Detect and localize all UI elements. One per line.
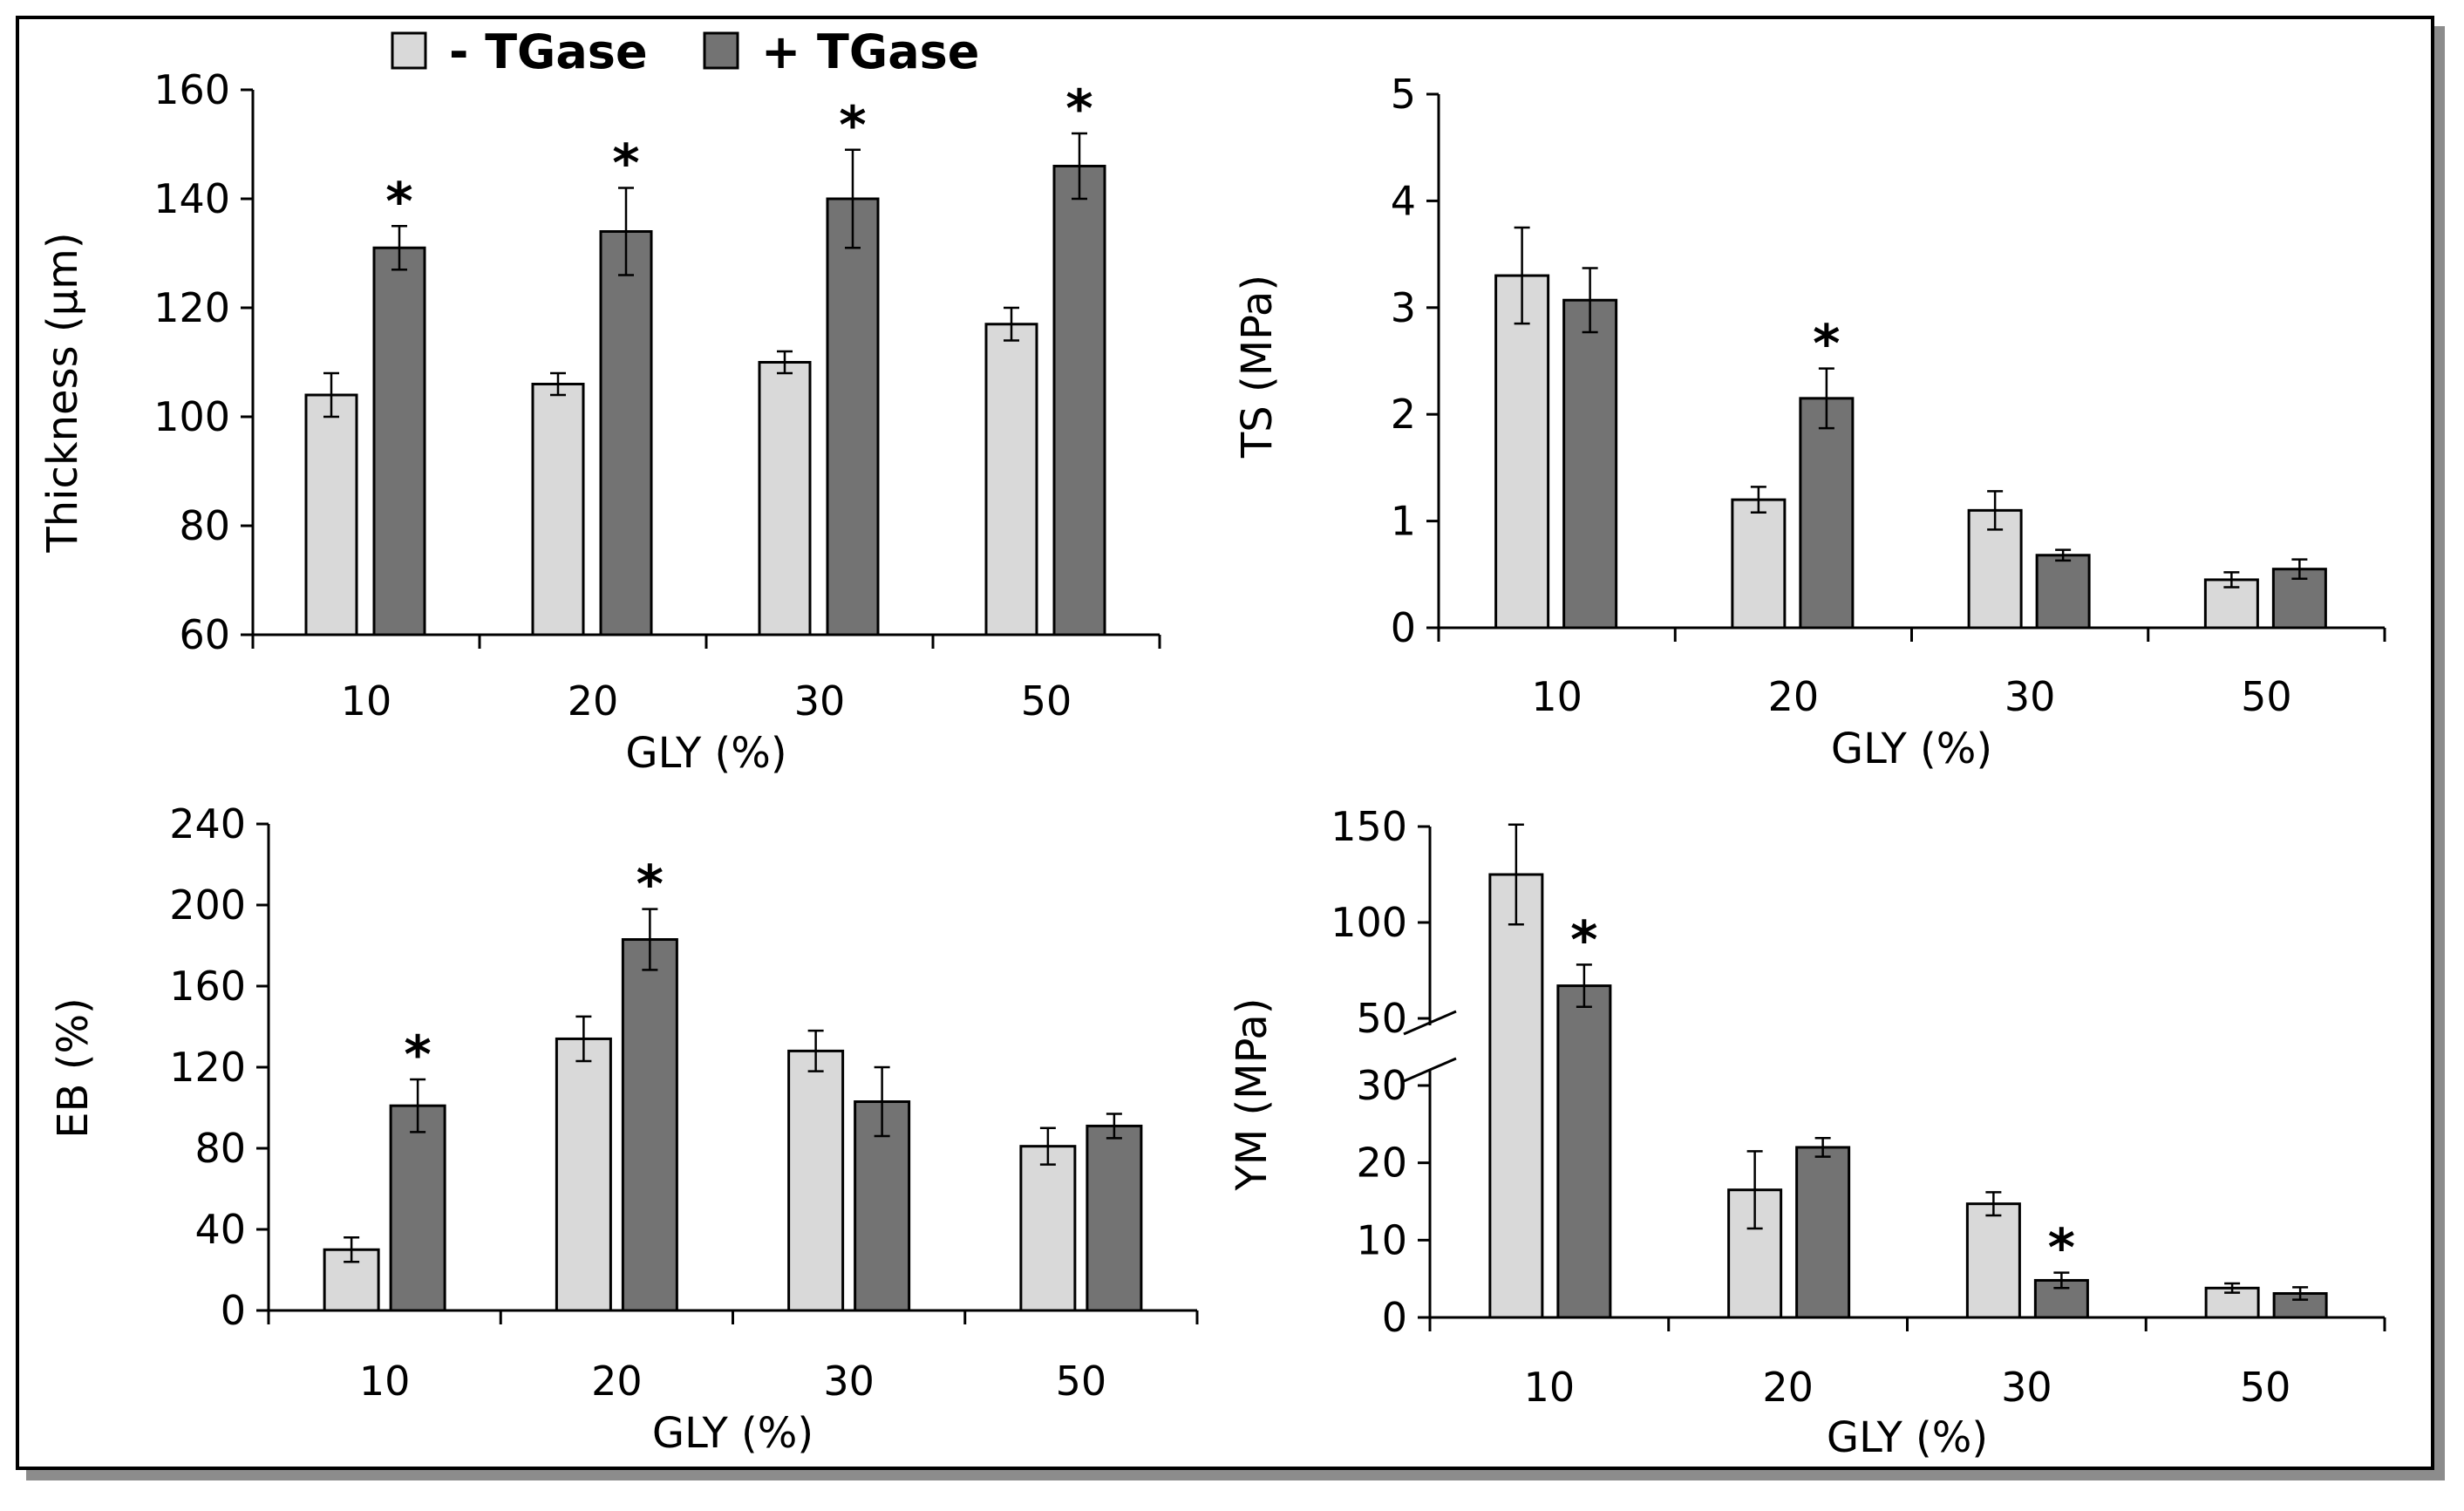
legend-swatch-minus-tgase — [391, 31, 427, 70]
y-tick-label: 80 — [194, 1125, 246, 1172]
bar-minus-tgase — [1488, 873, 1544, 1319]
bar-plus-tgase — [389, 1104, 446, 1312]
y-tick-label: 50 — [1356, 995, 1407, 1042]
bar-minus-tgase — [1494, 274, 1550, 630]
bar-minus-tgase — [758, 361, 812, 636]
bar-plus-tgase — [621, 938, 678, 1312]
bar-plus-tgase — [826, 197, 880, 636]
y-tick-label: 5 — [1391, 71, 1416, 118]
bar-plus-tgase — [1562, 298, 1618, 630]
y-tick-label: 80 — [179, 502, 230, 549]
x-axis-title: GLY (%) — [1831, 725, 1992, 773]
y-tick-label: 150 — [1331, 803, 1407, 850]
y-tick-label: 200 — [169, 881, 246, 929]
x-tick-label: 10 — [1524, 1364, 1576, 1411]
y-tick-label: 160 — [169, 963, 246, 1010]
y-tick-label: 120 — [153, 284, 230, 331]
bar-minus-tgase — [787, 1049, 845, 1312]
x-tick-label: 30 — [2005, 673, 2056, 720]
y-tick-label: 0 — [1382, 1294, 1407, 1341]
x-tick-label: 20 — [1762, 1364, 1814, 1411]
legend-label-minus-tgase: - TGase — [449, 24, 648, 79]
x-tick-label: 30 — [794, 677, 846, 725]
y-tick-label: 60 — [179, 611, 230, 658]
x-tick-label: 20 — [568, 677, 619, 725]
legend-label-plus-tgase: + TGase — [761, 24, 979, 79]
y-tick-label: 100 — [153, 393, 230, 440]
significance-marker: * — [1813, 314, 1840, 375]
y-tick-label: 20 — [1356, 1140, 1407, 1187]
x-tick-label: 10 — [359, 1358, 411, 1405]
x-tick-label: 50 — [1056, 1358, 1107, 1405]
x-tick-label: 50 — [2241, 673, 2292, 720]
x-tick-label: 10 — [1531, 673, 1583, 720]
significance-marker: * — [2048, 1218, 2075, 1279]
axis-break-mark-lower — [1403, 1057, 1457, 1083]
y-axis-title: EB (%) — [49, 997, 98, 1139]
x-tick-label: 10 — [341, 677, 392, 725]
significance-marker: * — [839, 95, 866, 156]
y-tick-label: 140 — [153, 175, 230, 222]
bar-plus-tgase — [372, 246, 426, 636]
bar-minus-tgase — [555, 1037, 612, 1312]
bar-minus-tgase — [304, 393, 358, 636]
x-tick-label: 30 — [823, 1358, 875, 1405]
x-tick-label: 50 — [1021, 677, 1072, 725]
x-tick-label: 30 — [2001, 1364, 2052, 1411]
significance-marker: * — [1065, 78, 1092, 140]
significance-marker: * — [636, 854, 664, 915]
ym-chart: 0 10 20 30 50 100 150 10 * 20 30 * 50 GLY (%) YM (MPa) — [1228, 803, 2386, 1462]
y-tick-label: 2 — [1391, 391, 1416, 438]
eb-chart: 0 40 80 120 160 200 240 10 * 20 * 30 50 GLY (%) EB (%) — [49, 800, 1199, 1458]
y-tick-label: 30 — [1356, 1062, 1407, 1109]
x-tick-label: 50 — [2240, 1364, 2291, 1411]
bar-plus-tgase — [1556, 984, 1612, 1319]
y-tick-label: 120 — [169, 1044, 246, 1091]
significance-marker: * — [385, 171, 412, 232]
bar-minus-tgase — [531, 383, 585, 636]
bar-minus-tgase — [1965, 1202, 2021, 1319]
y-tick-label: 0 — [221, 1287, 246, 1334]
legend: - TGase + TGase — [391, 24, 979, 79]
y-tick-label: 0 — [1391, 604, 1416, 651]
x-axis-title: GLY (%) — [1827, 1413, 1988, 1462]
x-tick-label: 20 — [1768, 673, 1820, 720]
axis-break-mark-upper — [1403, 1010, 1457, 1036]
y-axis-title: TS (MPa) — [1233, 275, 1282, 459]
bar-minus-tgase — [1731, 498, 1787, 630]
thickness-chart: 60 80 100 120 140 160 10 * 20 * 30 * 50 * GLY (%) Thick… — [38, 66, 1161, 778]
bar-plus-tgase — [1052, 165, 1106, 636]
y-tick-label: 240 — [169, 800, 246, 847]
y-axis-title: YM (MPa) — [1228, 997, 1276, 1191]
legend-swatch-plus-tgase — [703, 31, 739, 70]
x-axis-title: GLY (%) — [625, 729, 786, 778]
ts-chart: 0 1 2 3 4 5 10 20 * 30 50 GLY (%) TS (MPa) — [1233, 71, 2386, 773]
y-tick-label: 40 — [194, 1206, 246, 1253]
y-tick-label: 4 — [1391, 177, 1416, 224]
significance-marker: * — [404, 1024, 431, 1086]
y-axis-title: Thickness (µm) — [38, 232, 87, 553]
y-tick-label: 100 — [1331, 899, 1407, 946]
y-tick-label: 160 — [153, 66, 230, 113]
bar-plus-tgase — [2035, 554, 2091, 630]
x-tick-label: 20 — [591, 1358, 643, 1405]
bar-plus-tgase — [599, 230, 653, 636]
bar-plus-tgase — [1795, 1146, 1851, 1319]
y-tick-label: 3 — [1391, 284, 1416, 331]
bar-minus-tgase — [984, 323, 1038, 636]
significance-marker: * — [1570, 909, 1597, 970]
bar-plus-tgase — [1086, 1124, 1143, 1312]
y-tick-label: 10 — [1356, 1216, 1407, 1263]
x-axis-title: GLY (%) — [652, 1409, 813, 1458]
bar-minus-tgase — [1019, 1145, 1077, 1312]
bar-plus-tgase — [1799, 397, 1855, 630]
significance-marker: * — [612, 133, 639, 194]
y-tick-label: 1 — [1391, 498, 1416, 545]
